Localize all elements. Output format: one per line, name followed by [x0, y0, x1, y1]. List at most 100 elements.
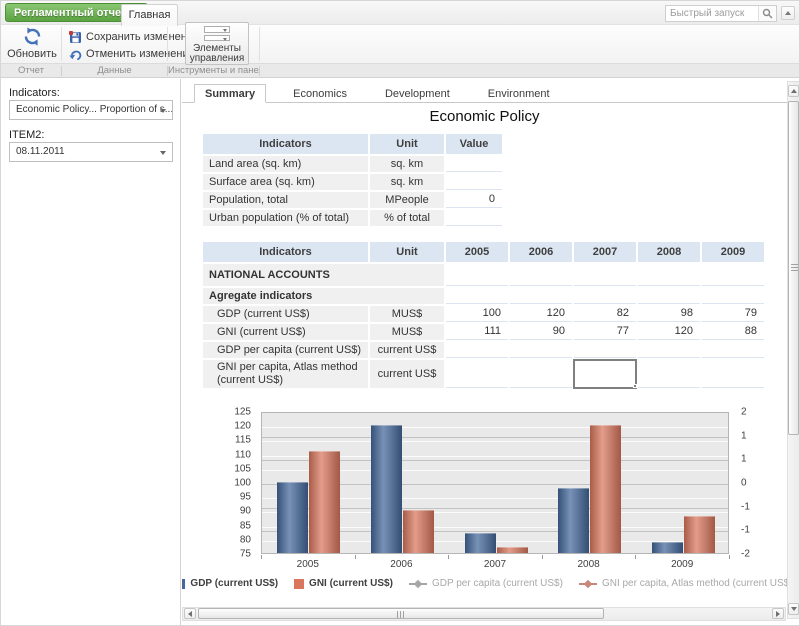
tab-summary[interactable]: Summary: [194, 84, 267, 103]
cell-value[interactable]: 79: [702, 306, 764, 322]
cell-value[interactable]: 0: [446, 192, 502, 208]
table-row: Urban population (% of total)% of total: [203, 210, 502, 226]
cell-value[interactable]: 120: [510, 306, 572, 322]
ribbon-tab-home[interactable]: Главная: [121, 4, 178, 26]
controls-label: Элементы управления: [189, 43, 245, 64]
left-axis-tick: 75: [239, 548, 251, 560]
tab-development[interactable]: Development: [384, 88, 450, 100]
triangle-down-icon: [790, 607, 797, 611]
left-axis-tick: 95: [239, 491, 251, 503]
cell-value[interactable]: [574, 288, 636, 304]
cell-value[interactable]: 77: [574, 324, 636, 340]
x-axis-label: 2009: [671, 559, 694, 570]
cell-value[interactable]: [446, 342, 508, 358]
left-axis-tick: 80: [239, 534, 251, 546]
bar-gni-2005: [309, 450, 341, 553]
item2-label: ITEM2:: [9, 129, 45, 141]
ribbon-separator: [259, 27, 260, 61]
legend-swatch: [294, 578, 305, 589]
cell-value[interactable]: 82: [574, 306, 636, 322]
gridline-minor: [262, 469, 728, 471]
years-table: Indicators Unit 2005 2006 2007 2008 2009 NATION…: [201, 240, 766, 390]
cell-value[interactable]: [702, 360, 764, 388]
search-icon[interactable]: [758, 6, 776, 21]
bar-gdp-2008: [558, 487, 590, 553]
group-label-data: Данные: [97, 65, 132, 76]
left-axis-tick: 90: [239, 505, 251, 517]
indicators-dropdown[interactable]: Economic Policy... Proportion of s... (1: [9, 100, 173, 120]
chart: 125 120 115 110 105 100 95 90 85 80 75 2 1 1 0 -1 -1 -2 …: [182, 404, 787, 604]
gridline-major: [262, 531, 728, 533]
bar-gni-2008: [590, 425, 622, 553]
cell-value[interactable]: [702, 342, 764, 358]
vertical-scrollbar[interactable]: [787, 81, 799, 619]
item2-dropdown[interactable]: 08.11.2011: [9, 142, 173, 162]
cell-value[interactable]: [702, 264, 764, 286]
left-axis-tick: 115: [235, 434, 251, 446]
x-axis-tick: [541, 555, 543, 559]
cell-value[interactable]: [446, 288, 508, 304]
row-label: Population, total: [203, 192, 368, 208]
cell-value[interactable]: [702, 288, 764, 304]
cell-value[interactable]: [638, 264, 700, 286]
cell-value[interactable]: [446, 264, 508, 286]
ribbon-separator: [167, 27, 168, 61]
cell-value[interactable]: 98: [638, 306, 700, 322]
bar-gdp-2009: [651, 541, 683, 553]
table-header-row: Indicators Unit 2005 2006 2007 2008 2009: [203, 242, 764, 262]
legend-item: GDP per capita (current US$): [408, 578, 563, 589]
cell-value[interactable]: [638, 360, 700, 388]
row-label: NATIONAL ACCOUNTS: [203, 264, 444, 286]
horizontal-scrollbar-thumb[interactable]: [198, 608, 604, 619]
cell-value[interactable]: [446, 210, 502, 226]
horizontal-scrollbar[interactable]: [182, 607, 786, 621]
refresh-button[interactable]: Обновить: [5, 26, 59, 62]
triangle-left-icon: [188, 610, 192, 617]
cell-value[interactable]: [574, 342, 636, 358]
cell-value[interactable]: 88: [702, 324, 764, 340]
cell-value[interactable]: 111: [446, 324, 508, 340]
cell-value[interactable]: [510, 264, 572, 286]
bar-gni-2006: [402, 510, 434, 553]
cell-value[interactable]: 90: [510, 324, 572, 340]
scroll-up-button[interactable]: [788, 85, 799, 97]
cell-value[interactable]: [510, 342, 572, 358]
vertical-scrollbar-thumb[interactable]: [788, 101, 799, 435]
row-unit: sq. km: [370, 156, 444, 172]
cell-value[interactable]: [573, 359, 637, 389]
legend-marker: [413, 579, 423, 588]
cell-value[interactable]: 100: [446, 306, 508, 322]
collapse-ribbon-button[interactable]: [781, 6, 795, 20]
gridline-minor: [262, 498, 728, 500]
scroll-down-button[interactable]: [788, 603, 799, 615]
right-axis-tick: 1: [741, 453, 747, 465]
cell-value[interactable]: [446, 156, 502, 172]
report-menu-button[interactable]: Регламентный отчет: [5, 3, 149, 22]
right-axis-tick: -1: [741, 501, 750, 513]
selection-handle[interactable]: [633, 384, 637, 388]
left-axis-tick: 105: [234, 463, 251, 475]
cell-value[interactable]: 120: [638, 324, 700, 340]
left-axis-tick: 125: [234, 406, 251, 418]
controls-button[interactable]: Элементы управления: [185, 22, 249, 65]
tab-environment[interactable]: Environment: [487, 88, 550, 100]
cell-value[interactable]: [638, 342, 700, 358]
ribbon: Обновить Сохранить изменения Отменить из…: [1, 25, 799, 63]
search-input[interactable]: [666, 6, 758, 21]
save-changes-button[interactable]: Сохранить изменения: [65, 29, 203, 45]
cell-value[interactable]: [446, 174, 502, 190]
cell-value[interactable]: [510, 360, 572, 388]
ribbon-separator: [61, 27, 62, 61]
undo-changes-button[interactable]: Отменить изменения: [65, 46, 199, 62]
row-label: Urban population (% of total): [203, 210, 368, 226]
gridline-major: [262, 484, 728, 485]
scroll-left-button[interactable]: [184, 608, 196, 619]
cell-value[interactable]: [638, 288, 700, 304]
legend-item: GNI per capita, Atlas method (current US…: [578, 578, 787, 589]
scroll-right-button[interactable]: [772, 608, 784, 619]
row-unit: current US$: [370, 342, 444, 358]
cell-value[interactable]: [446, 360, 508, 388]
cell-value[interactable]: [574, 264, 636, 286]
cell-value[interactable]: [510, 288, 572, 304]
tab-economics[interactable]: Economics: [293, 88, 347, 100]
